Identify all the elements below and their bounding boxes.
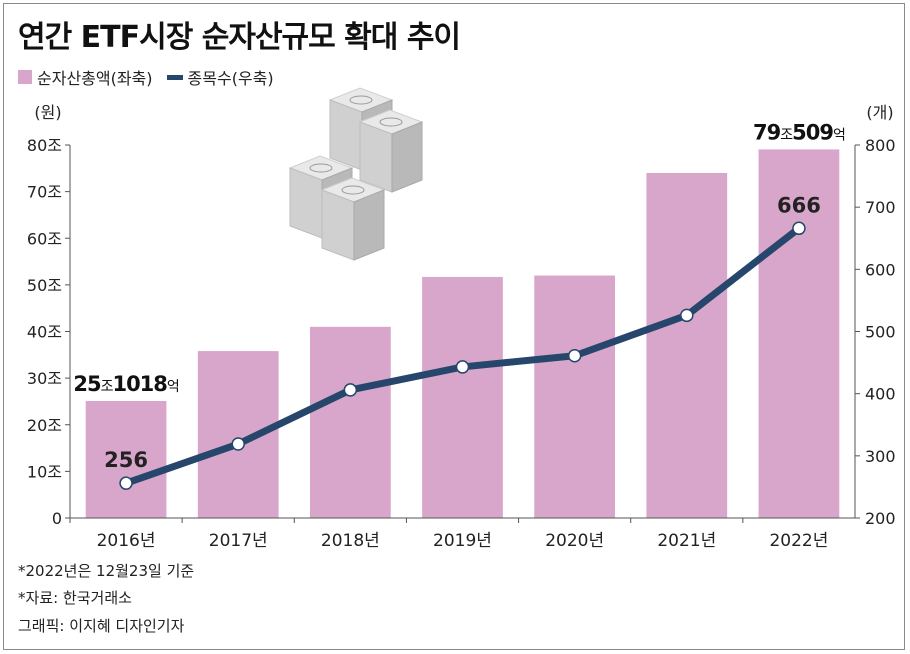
- x-label-6: 2022년: [769, 531, 828, 551]
- bar-data-label-0: 25조1018억: [73, 372, 179, 396]
- line-point-2022년: [792, 221, 806, 236]
- money-stack-4-band: [341, 185, 365, 195]
- right-tick-label-1: 300: [865, 447, 896, 466]
- note-source: *자료: 한국거래소: [18, 589, 132, 607]
- bar-data-label-part: 509: [792, 120, 833, 144]
- legend-bar-swatch: [18, 70, 32, 84]
- bar-2022년: [758, 149, 840, 518]
- bar-data-label-part: 25: [73, 372, 101, 396]
- line-point-2020년: [567, 348, 582, 363]
- bar-data-label-part: 조: [780, 127, 793, 143]
- right-tick-label-3: 500: [865, 323, 896, 342]
- right-tick-label-4: 600: [865, 260, 896, 279]
- right-tick-label-2: 400: [865, 385, 896, 404]
- money-stack-2-right: [391, 121, 423, 193]
- left-tick-label-5: 50조: [27, 276, 62, 295]
- money-stack-4-right: [353, 189, 385, 261]
- bar-data-label-part: 억: [833, 127, 845, 143]
- left-tick-label-8: 80조: [27, 136, 62, 155]
- bar-data-label-part: 억: [167, 379, 179, 395]
- bar-data-label-1: 79조509억: [753, 120, 845, 144]
- line-point-2019년: [455, 360, 470, 374]
- left-tick-label-4: 40조: [27, 323, 62, 342]
- x-label-2: 2018년: [321, 531, 380, 551]
- money-stack-2-band: [379, 117, 403, 127]
- chart-title: 연간 ETF시장 순자산규모 확대 추이: [18, 20, 461, 55]
- legend-item-line: 종목수(우축): [166, 65, 274, 89]
- legend-line-label: 종목수(우축): [187, 69, 274, 88]
- bar-data-label-part: 79: [753, 120, 781, 144]
- money-stack-4-left: [321, 189, 355, 261]
- legend: 순자산총액(좌축) 종목수(우축): [18, 64, 288, 90]
- money-stack-1-left: [329, 99, 363, 171]
- bar-2021년: [646, 172, 728, 518]
- money-stack-3-left: [289, 167, 323, 239]
- line-point-2016년: [119, 476, 133, 490]
- left-tick-label-2: 20조: [27, 416, 62, 435]
- x-label-1: 2017년: [209, 531, 268, 551]
- right-tick-label-5: 700: [865, 198, 896, 217]
- left-tick-label-6: 60조: [27, 229, 62, 248]
- x-label-0: 2016년: [97, 531, 156, 551]
- bar-2017년: [197, 351, 279, 518]
- line-point-2017년: [231, 437, 245, 451]
- money-stack-1-band: [349, 95, 373, 105]
- bar-data-label-part: 조: [101, 379, 114, 395]
- bar-2018년: [309, 326, 391, 518]
- line-data-label-2: 256: [104, 448, 148, 472]
- bar-data-label-part: 1018: [112, 372, 167, 396]
- line-point-2018년: [343, 383, 358, 397]
- legend-bar-label: 순자산총액(좌축): [37, 69, 153, 88]
- x-label-3: 2019년: [433, 531, 492, 551]
- money-stack-2-left: [359, 121, 393, 193]
- note-credit: 그래픽: 이지혜 디자인기자: [18, 617, 185, 635]
- right-tick-label-0: 200: [865, 509, 896, 528]
- left-tick-label-1: 10조: [27, 462, 62, 481]
- left-tick-label-0: 0: [52, 509, 62, 528]
- right-axis-unit: (개): [866, 103, 893, 122]
- legend-item-bar: 순자산총액(좌축): [18, 65, 153, 89]
- left-axis-unit: (원): [34, 103, 61, 122]
- line-data-label-3: 666: [777, 193, 821, 217]
- left-tick-label-3: 30조: [27, 369, 62, 388]
- x-label-4: 2020년: [545, 531, 604, 551]
- legend-line-swatch: [166, 74, 183, 80]
- bar-2016년: [85, 400, 167, 518]
- right-tick-label-6: 800: [865, 136, 896, 155]
- x-label-5: 2021년: [657, 531, 716, 551]
- money-stack-3-band: [309, 163, 333, 173]
- left-tick-label-7: 70조: [27, 183, 62, 202]
- line-point-2021년: [680, 308, 694, 323]
- note-date: *2022년은 12월23일 기준: [18, 562, 195, 580]
- bar-2020년: [534, 275, 616, 518]
- bar-2019년: [422, 276, 503, 518]
